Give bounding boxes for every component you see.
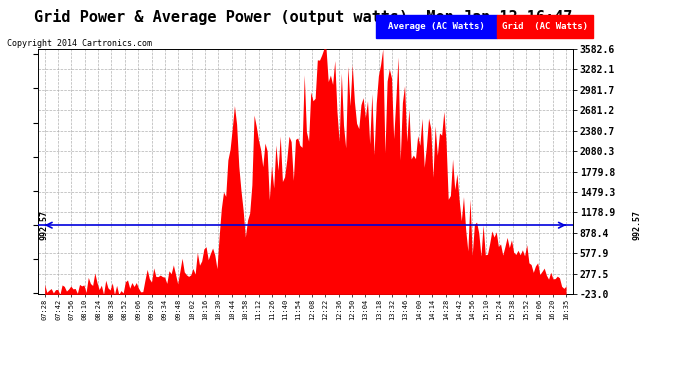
Text: Grid Power & Average Power (output watts)  Mon Jan 13 16:47: Grid Power & Average Power (output watts… xyxy=(34,9,573,26)
Text: 992.57: 992.57 xyxy=(39,210,48,240)
Text: 992.57: 992.57 xyxy=(632,210,642,240)
Text: Average (AC Watts): Average (AC Watts) xyxy=(388,22,485,31)
Text: Copyright 2014 Cartronics.com: Copyright 2014 Cartronics.com xyxy=(7,39,152,48)
Text: Grid  (AC Watts): Grid (AC Watts) xyxy=(502,22,588,31)
